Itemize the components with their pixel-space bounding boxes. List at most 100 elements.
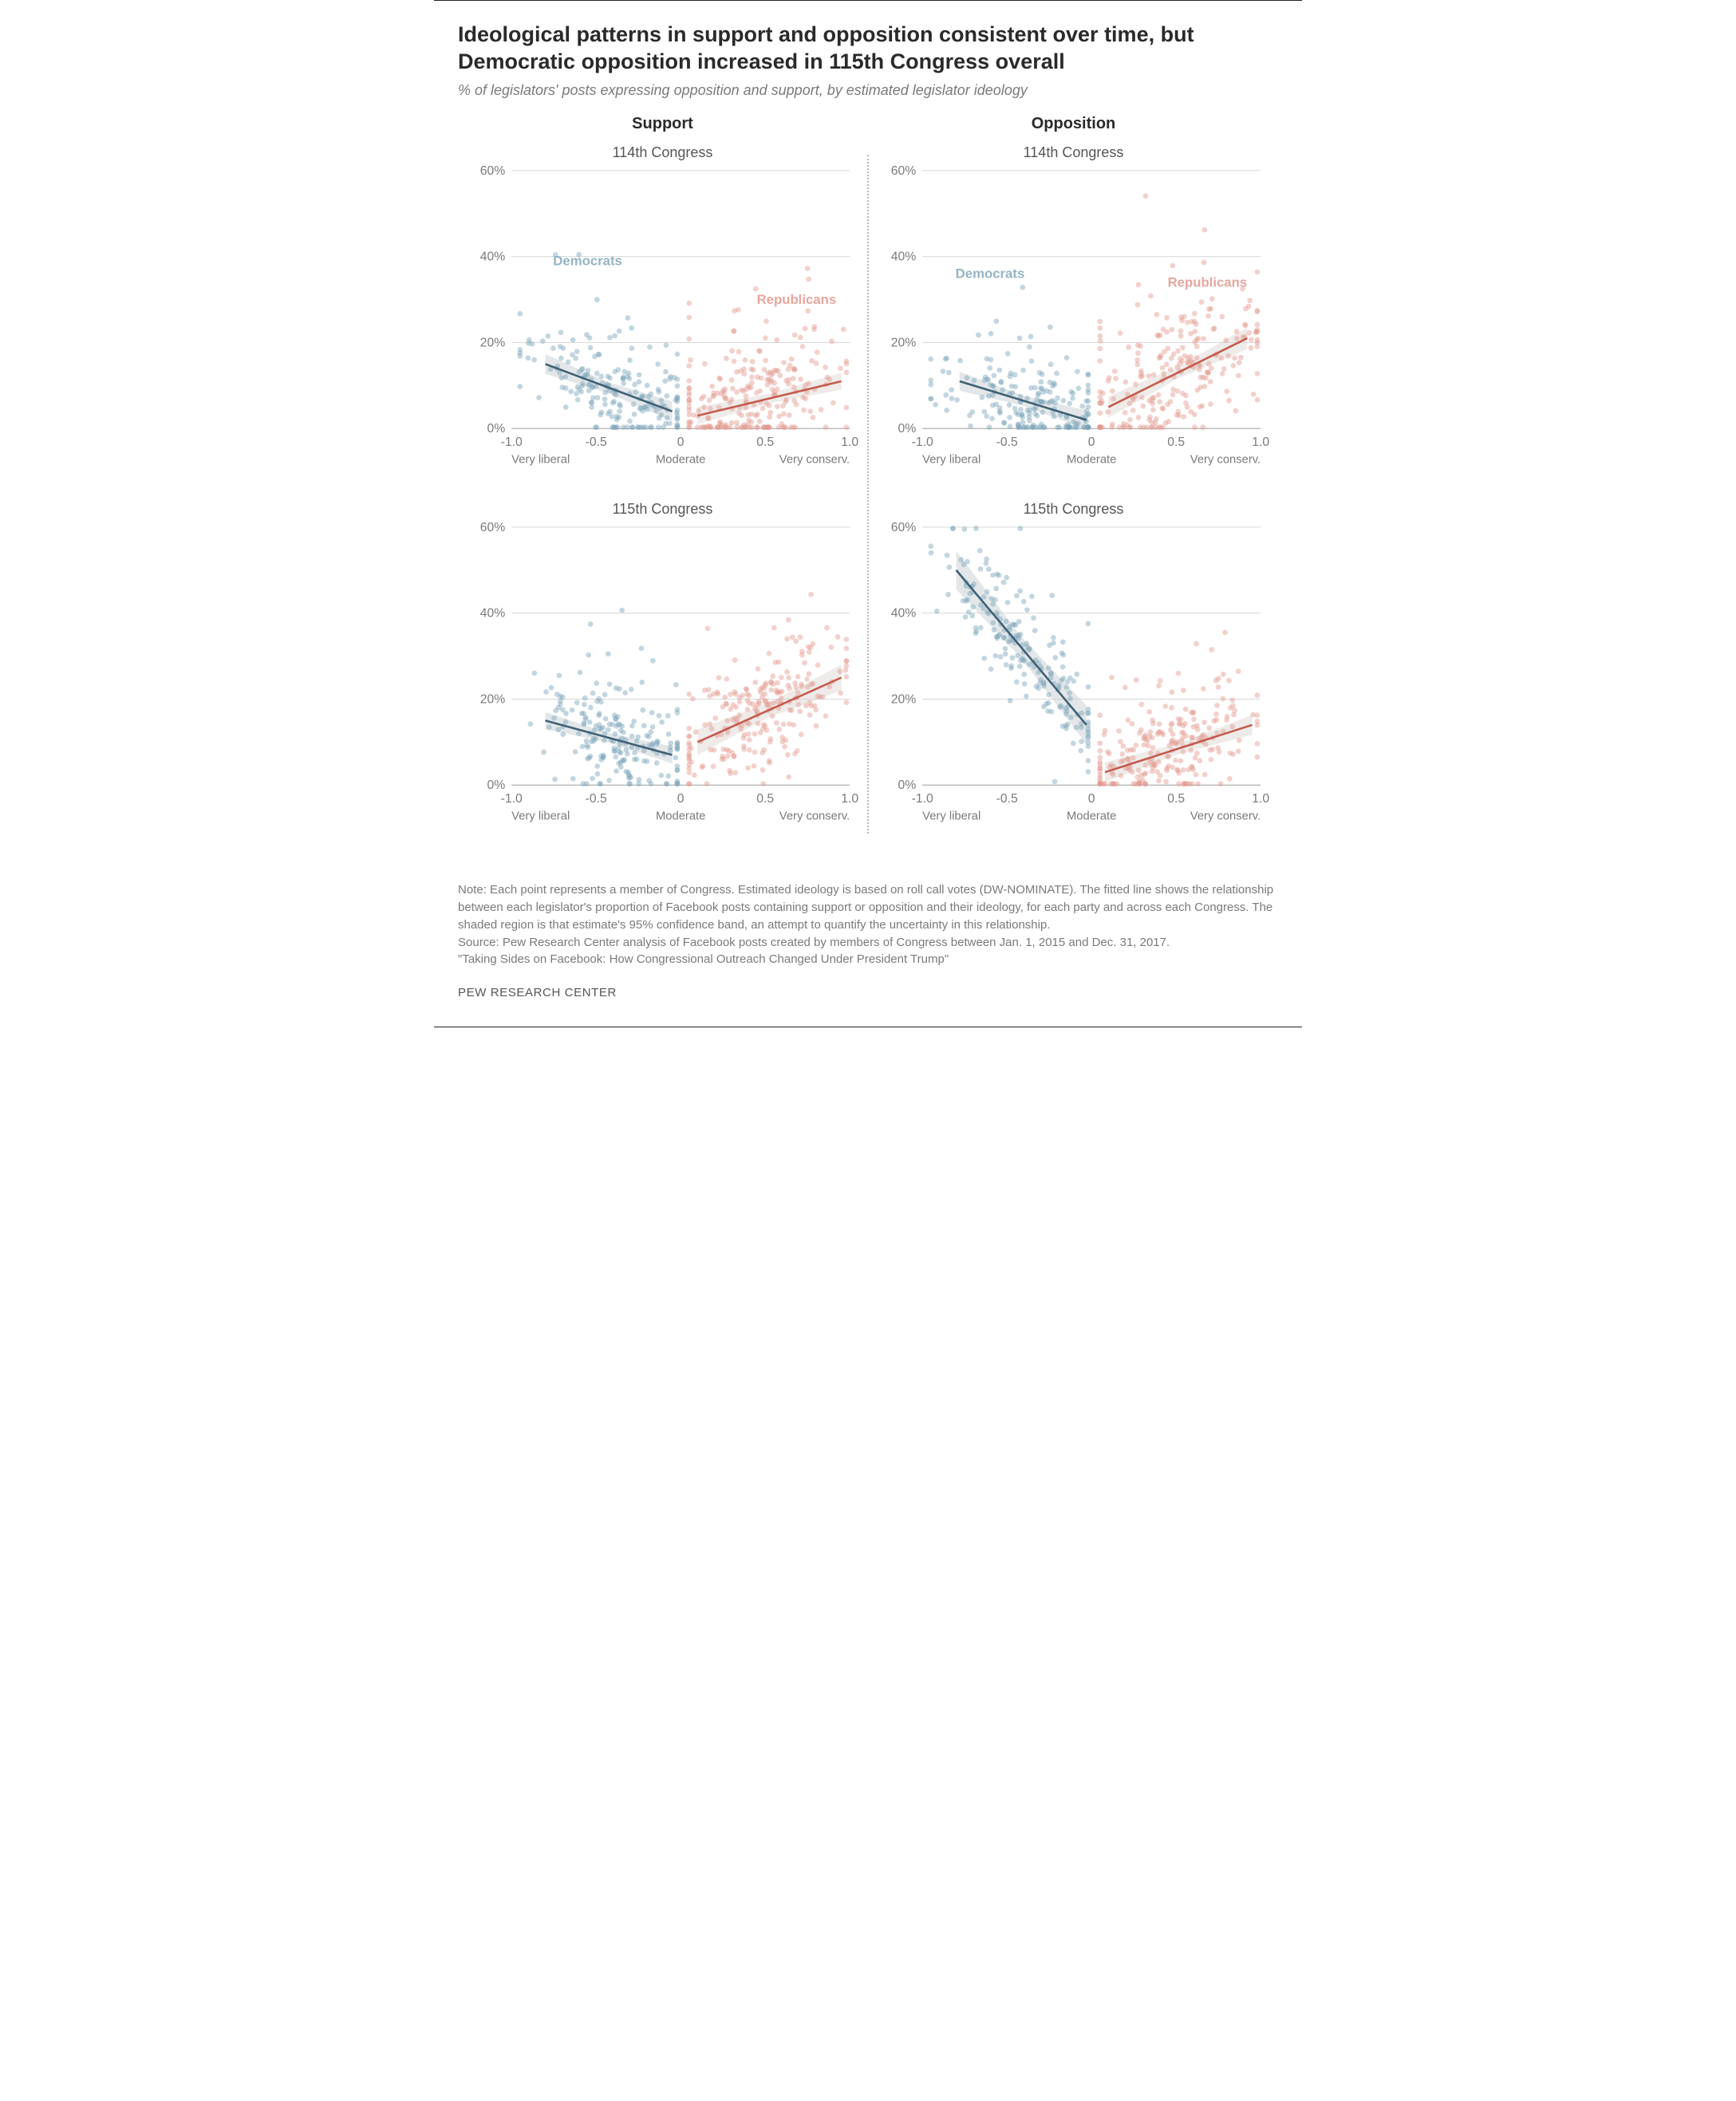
data-point [602,396,608,401]
data-point [593,736,598,742]
data-point [1150,769,1155,775]
data-point [762,366,767,372]
data-point [1178,333,1184,338]
data-point [1156,759,1162,765]
data-point [558,329,564,335]
data-point [1224,717,1229,723]
data-point [1048,324,1053,329]
data-point [1146,373,1152,379]
data-point [627,418,633,424]
data-point [1097,358,1103,364]
data-point [807,671,812,676]
data-point [1128,424,1134,430]
chart-grid: Support 114th Congress0%20%40%60%-1.0-0.… [458,115,1278,858]
data-point [820,694,826,700]
data-point [988,330,994,336]
data-point [928,396,933,401]
x-tick-label: -1.0 [912,435,933,448]
data-point [1138,727,1144,733]
data-point [1143,193,1149,199]
data-point [752,763,757,769]
data-point [675,351,681,357]
data-point [784,636,790,641]
data-point [582,696,588,701]
data-point [1009,383,1015,388]
data-point [611,390,617,396]
data-point [552,777,558,782]
data-point [740,692,745,698]
x-cat-left: Very liberal [922,810,980,823]
data-point [657,713,662,719]
data-point [1185,319,1190,325]
data-point [752,749,758,755]
data-point [808,592,814,597]
data-point [1168,727,1174,733]
x-tick-label: 0.5 [756,792,774,806]
data-point [635,424,641,430]
data-point [1202,772,1208,778]
data-point [686,419,692,424]
data-point [655,361,661,367]
panel-title: 114th Congress [466,144,859,161]
data-point [586,368,591,373]
data-point [594,763,600,769]
data-point [732,754,737,759]
data-point [686,300,692,305]
data-point [675,707,681,712]
data-point [675,747,681,752]
data-point [805,308,811,313]
data-point [540,338,546,344]
rep-points [1097,629,1260,786]
data-point [1055,395,1060,400]
panel-support_114: 114th Congress0%20%40%60%-1.0-0.500.51.0… [466,144,859,477]
x-tick-label: 0.5 [1167,792,1185,806]
data-point [627,357,633,363]
data-point [803,325,808,331]
data-point [637,379,642,384]
data-point [730,717,736,723]
x-cat-mid: Moderate [1067,810,1116,823]
data-point [1178,314,1184,320]
data-point [1194,343,1200,349]
data-point [1231,712,1237,718]
data-point [758,689,763,695]
data-point [1203,741,1209,747]
data-point [1192,412,1197,417]
data-point [967,412,973,418]
data-point [980,394,985,400]
data-point [787,412,792,418]
data-point [752,731,758,737]
note-text: Note: Each point represents a member of … [458,881,1278,933]
data-point [978,625,984,631]
data-point [767,651,772,656]
data-point [996,573,1002,578]
data-point [734,389,740,395]
data-point [812,703,818,708]
data-point [801,407,807,412]
data-point [1178,328,1184,333]
data-point [1133,381,1138,387]
data-point [573,749,578,755]
data-point [1180,390,1186,396]
x-cat-left: Very liberal [922,453,980,466]
data-point [1223,337,1229,343]
data-point [622,690,628,696]
data-point [1233,408,1239,413]
data-point [1020,285,1025,290]
data-point [707,424,712,430]
data-point [531,357,537,362]
report-text: "Taking Sides on Facebook: How Congressi… [458,951,1278,968]
data-point [992,653,998,659]
data-point [981,656,987,661]
data-point [1029,358,1035,364]
data-point [597,711,602,716]
data-point [946,369,952,375]
panel-title: 115th Congress [877,501,1270,518]
x-tick-label: 1.0 [841,792,858,806]
data-point [949,387,954,392]
x-tick-label: 1.0 [1252,435,1269,448]
data-point [1119,759,1124,765]
data-point [708,747,713,753]
x-tick-label: -0.5 [586,792,607,806]
data-point [612,369,617,374]
